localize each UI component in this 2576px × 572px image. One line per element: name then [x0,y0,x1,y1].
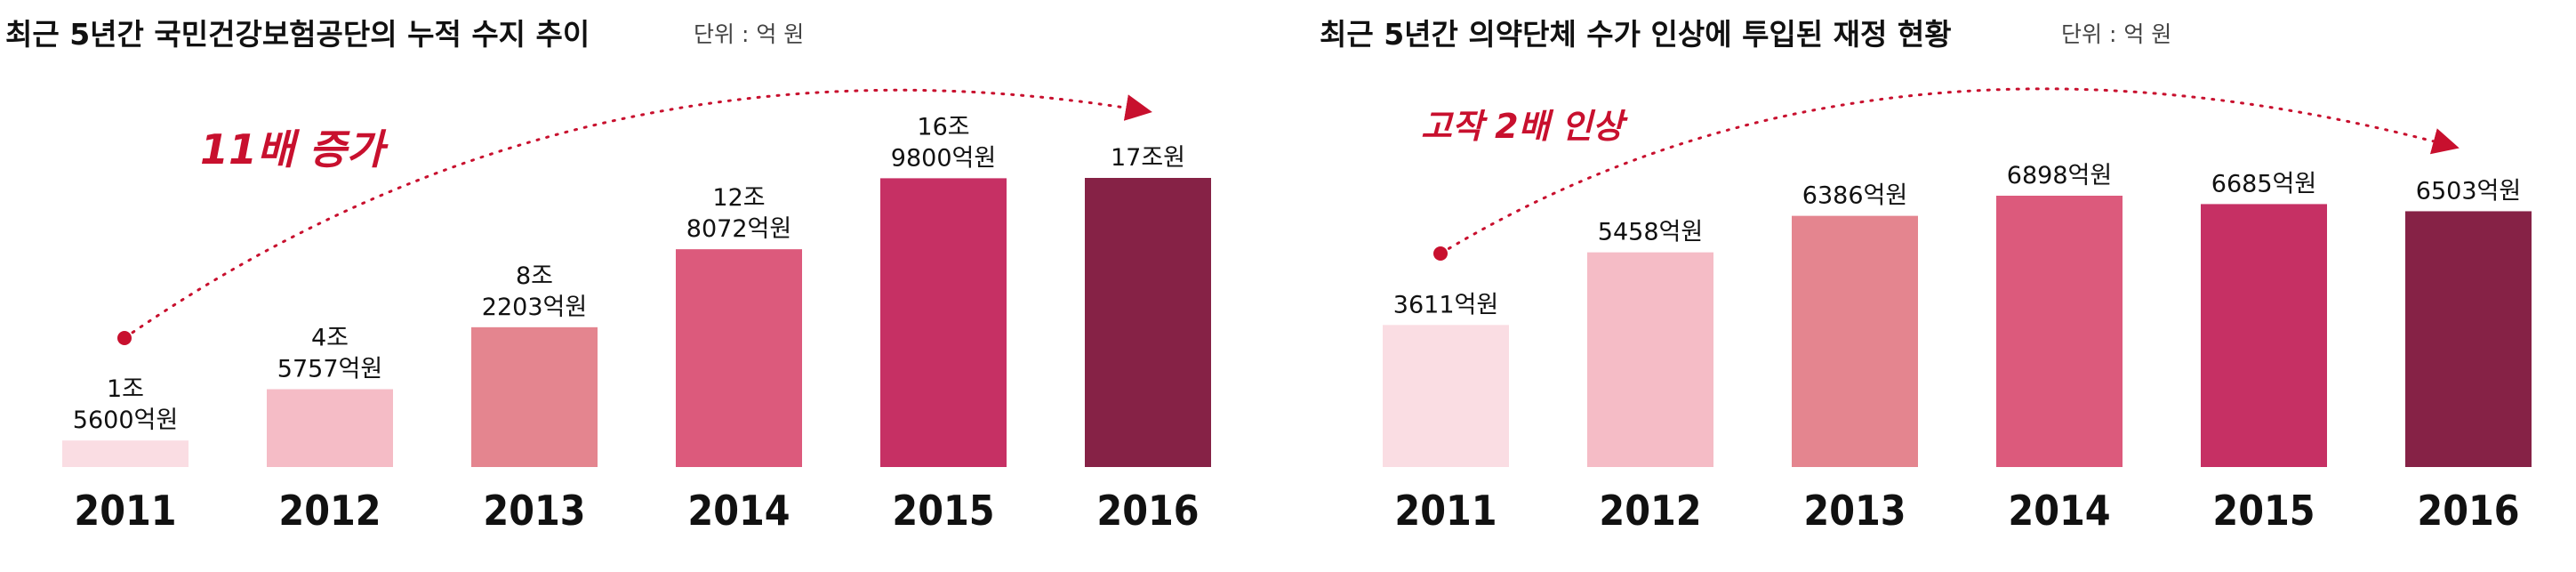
bar-value-label: 5458억원 [1598,219,1703,246]
chart-right: 최근 5년간 의약단체 수가 인상에 투입된 재정 현황 단위 : 억 원 36… [1320,17,2532,535]
chart-left-bars: 1조 5600억원 2011 4조 5757억원 2012 8조 2203억원 2013 12조 8… [62,113,1211,535]
chart-left: 최근 5년간 국민건강보험공단의 누적 수지 추이 단위 : 억 원 1조 560… [5,17,1211,535]
x-tick-label: 2014 [687,487,790,535]
x-tick-label: 2016 [2417,487,2519,535]
chart-left-start-dot [117,331,132,345]
chart-right-bars: 3611억원 2011 5458억원 2012 6386억원 2013 6898억원 2014… [1383,162,2532,535]
bar-2012 [1587,252,1713,467]
chart-left-trend-arrow [123,88,1152,340]
bar-2016 [2405,211,2532,467]
bar-2013 [1792,215,1918,468]
chart-left-title: 최근 5년간 국민건강보험공단의 누적 수지 추이 [5,17,590,52]
x-tick-label: 2014 [2008,487,2110,535]
x-tick-label: 2011 [74,487,176,535]
bar-value-label: 6685억원 [2211,170,2316,197]
x-tick-label: 2012 [1599,487,1701,535]
x-tick-label: 2015 [2212,487,2315,535]
x-tick-label: 2013 [483,487,585,535]
bar-value-label: 6503억원 [2416,177,2521,205]
bar-value-label: 12조 [712,184,765,212]
bar-2014 [676,249,802,467]
bar-value-label: 8072억원 [686,215,791,243]
bar-value-label: 2203억원 [482,294,587,321]
chart-right-start-dot [1433,246,1448,261]
bar-2011 [62,440,189,467]
bar-value-label: 16조 [917,113,969,141]
chart-right-title: 최근 5년간 의약단체 수가 인상에 투입된 재정 현황 [1320,17,1952,52]
chart-left-unit: 단위 : 억 원 [694,21,804,47]
bar-2016 [1085,178,1211,467]
bar-2015 [880,178,1007,467]
chart-right-trend-arrow [1439,87,2460,255]
x-tick-label: 2011 [1394,487,1497,535]
bar-value-label: 17조원 [1111,144,1185,172]
bar-value-label: 1조 [107,375,144,403]
chart-right-annotation: 고작 2배 인상 [1421,107,1629,146]
x-tick-label: 2012 [278,487,381,535]
bar-2012 [267,389,393,467]
bar-value-label: 5757억원 [277,356,382,383]
bar-value-label: 5600억원 [73,407,178,434]
bar-value-label: 3611억원 [1393,291,1498,318]
x-tick-label: 2016 [1096,487,1199,535]
bar-2014 [1996,196,2123,467]
bar-2015 [2201,204,2327,467]
x-tick-label: 2013 [1803,487,1906,535]
chart-left-annotation: 11배 증가 [200,125,389,173]
bar-2013 [471,326,598,467]
bar-value-label: 6898억원 [2007,162,2112,189]
bar-value-label: 4조 [311,325,349,352]
x-tick-label: 2015 [892,487,994,535]
bar-value-label: 8조 [516,262,553,290]
chart-right-unit: 단위 : 억 원 [2061,21,2171,47]
bar-2011 [1383,325,1509,467]
bar-value-label: 9800억원 [891,144,996,172]
bar-value-label: 6386억원 [1802,182,1907,210]
